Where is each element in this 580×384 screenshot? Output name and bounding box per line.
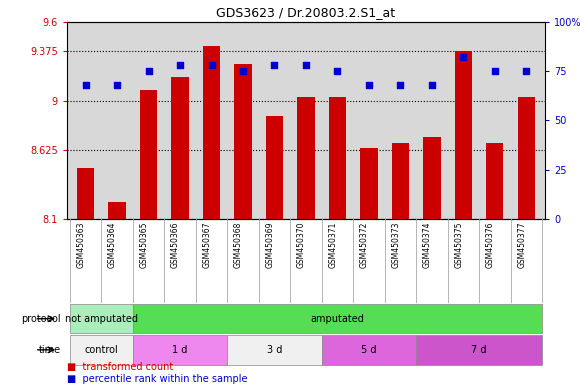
Text: GSM450369: GSM450369 xyxy=(266,222,274,268)
Point xyxy=(396,82,405,88)
Text: 1 d: 1 d xyxy=(172,345,188,355)
Point xyxy=(207,62,216,68)
Point xyxy=(113,82,122,88)
Text: 7 d: 7 d xyxy=(472,345,487,355)
Text: GSM450368: GSM450368 xyxy=(234,222,243,268)
Bar xyxy=(234,64,252,219)
Bar xyxy=(77,168,94,219)
Bar xyxy=(486,143,503,219)
Bar xyxy=(329,97,346,219)
Bar xyxy=(266,116,283,219)
Bar xyxy=(70,335,133,365)
Text: GSM450372: GSM450372 xyxy=(360,222,369,268)
Text: GSM450367: GSM450367 xyxy=(202,222,212,268)
Text: not amputated: not amputated xyxy=(65,314,138,324)
Point xyxy=(238,68,248,74)
Bar xyxy=(108,202,126,219)
Bar xyxy=(133,304,542,333)
Bar xyxy=(140,90,157,219)
Text: GSM450366: GSM450366 xyxy=(171,222,180,268)
Text: time: time xyxy=(39,345,61,355)
Text: 5 d: 5 d xyxy=(361,345,376,355)
Point xyxy=(144,68,153,74)
Bar xyxy=(455,51,472,219)
Text: 3 d: 3 d xyxy=(267,345,282,355)
Bar xyxy=(133,335,227,365)
Text: GSM450363: GSM450363 xyxy=(77,222,86,268)
Text: GSM450374: GSM450374 xyxy=(423,222,432,268)
Text: ■  transformed count: ■ transformed count xyxy=(67,362,173,372)
Bar xyxy=(298,97,314,219)
Text: GSM450371: GSM450371 xyxy=(328,222,338,268)
Text: GSM450370: GSM450370 xyxy=(297,222,306,268)
Point xyxy=(490,68,499,74)
Bar xyxy=(423,137,441,219)
Bar xyxy=(416,335,542,365)
Text: GSM450377: GSM450377 xyxy=(517,222,526,268)
Text: amputated: amputated xyxy=(310,314,364,324)
Bar xyxy=(392,143,409,219)
Point xyxy=(301,62,310,68)
Bar xyxy=(322,335,416,365)
Text: GSM450375: GSM450375 xyxy=(454,222,463,268)
Bar xyxy=(70,304,133,333)
Point xyxy=(459,54,468,60)
Point xyxy=(270,62,279,68)
Point xyxy=(427,82,437,88)
Text: GSM450373: GSM450373 xyxy=(392,222,400,268)
Text: GSM450376: GSM450376 xyxy=(486,222,495,268)
Text: GSM450365: GSM450365 xyxy=(140,222,148,268)
Text: GSM450364: GSM450364 xyxy=(108,222,117,268)
Text: protocol: protocol xyxy=(21,314,61,324)
Text: ■  percentile rank within the sample: ■ percentile rank within the sample xyxy=(67,374,247,384)
Point xyxy=(81,82,90,88)
Bar xyxy=(227,335,322,365)
Bar xyxy=(171,77,188,219)
Point xyxy=(364,82,374,88)
Title: GDS3623 / Dr.20803.2.S1_at: GDS3623 / Dr.20803.2.S1_at xyxy=(216,6,396,19)
Bar xyxy=(518,97,535,219)
Point xyxy=(333,68,342,74)
Point xyxy=(175,62,184,68)
Bar xyxy=(360,148,378,219)
Bar xyxy=(203,46,220,219)
Text: control: control xyxy=(85,345,118,355)
Point xyxy=(521,68,531,74)
